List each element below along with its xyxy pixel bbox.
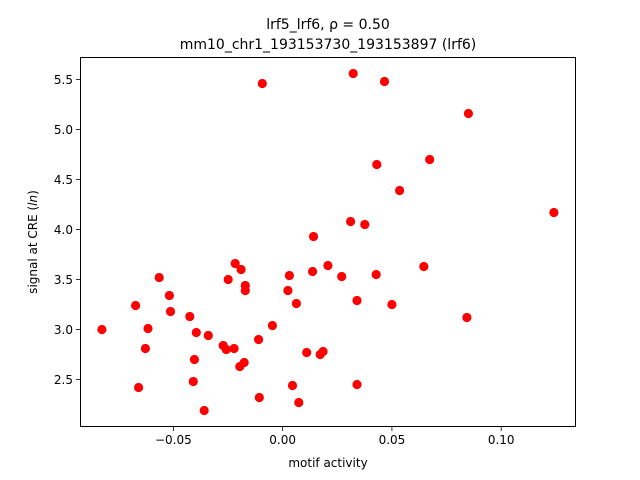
y-tick-label: 4.5 <box>54 173 73 187</box>
data-point <box>348 68 358 79</box>
data-point <box>189 354 199 365</box>
data-point <box>549 207 559 218</box>
data-point <box>164 290 174 301</box>
data-point <box>131 300 141 311</box>
data-point <box>223 274 233 285</box>
data-point <box>419 261 429 272</box>
data-point <box>185 311 195 322</box>
data-point <box>294 397 304 408</box>
data-point <box>395 185 405 196</box>
data-point <box>97 324 107 335</box>
data-point <box>229 343 239 354</box>
data-point <box>291 298 301 309</box>
data-point <box>337 271 347 282</box>
x-tick-label: −0.05 <box>155 433 192 447</box>
y-axis-label-italic: ln <box>26 195 40 206</box>
data-point <box>257 78 267 89</box>
data-point <box>371 269 381 280</box>
data-point <box>143 323 153 334</box>
data-point <box>154 272 164 283</box>
data-point <box>284 270 294 281</box>
y-tick-label: 2.5 <box>54 373 73 387</box>
data-point <box>240 285 250 296</box>
data-points <box>97 68 559 416</box>
data-point <box>134 382 144 393</box>
chart-title-line-2: mm10_chr1_193153730_193153897 (lrf6) <box>180 37 477 53</box>
data-point <box>425 154 435 165</box>
data-point <box>221 344 231 355</box>
x-tick-label: 0.10 <box>488 433 515 447</box>
chart-title-line-1: lrf5_lrf6, ρ = 0.50 <box>266 17 390 33</box>
data-point <box>140 343 150 354</box>
data-point <box>254 392 264 403</box>
data-point <box>230 258 240 269</box>
y-tick-label: 4.0 <box>54 223 73 237</box>
data-point <box>379 76 390 87</box>
data-point <box>387 299 397 310</box>
data-point <box>318 346 328 357</box>
data-point <box>360 219 370 230</box>
data-point <box>346 216 356 227</box>
data-point <box>352 295 362 306</box>
data-point <box>236 264 246 275</box>
y-axis-label-main: signal at CRE ( <box>26 206 40 294</box>
data-point <box>254 334 264 345</box>
y-tick-label: 3.0 <box>54 323 73 337</box>
data-point <box>188 376 198 387</box>
data-point <box>323 260 333 271</box>
data-point <box>165 306 176 317</box>
data-point <box>199 405 209 416</box>
x-axis-ticks: −0.05 0.00 0.05 0.10 <box>155 426 515 447</box>
data-point <box>287 380 298 391</box>
data-point <box>372 159 382 170</box>
data-point <box>308 266 318 277</box>
x-tick-label: 0.05 <box>379 433 406 447</box>
y-axis-ticks: 2.5 3.0 3.5 4.0 4.5 5.0 5.5 <box>54 73 81 387</box>
y-tick-label: 5.0 <box>54 123 73 137</box>
y-axis-label-end: ) <box>26 190 40 195</box>
data-point <box>302 347 312 358</box>
data-point <box>283 285 293 296</box>
data-point <box>191 327 201 338</box>
data-point <box>463 108 473 119</box>
data-point <box>239 357 249 368</box>
data-point <box>267 320 277 331</box>
plot-frame <box>80 57 576 427</box>
x-tick-label: 0.00 <box>269 433 296 447</box>
data-point <box>308 231 319 242</box>
data-point <box>352 379 362 390</box>
y-tick-label: 5.5 <box>54 73 73 87</box>
data-point <box>203 330 213 341</box>
y-axis-label: signal at CRE (ln) <box>26 190 40 294</box>
data-point <box>462 312 472 323</box>
y-tick-label: 3.5 <box>54 273 73 287</box>
x-axis-label: motif activity <box>288 456 367 470</box>
